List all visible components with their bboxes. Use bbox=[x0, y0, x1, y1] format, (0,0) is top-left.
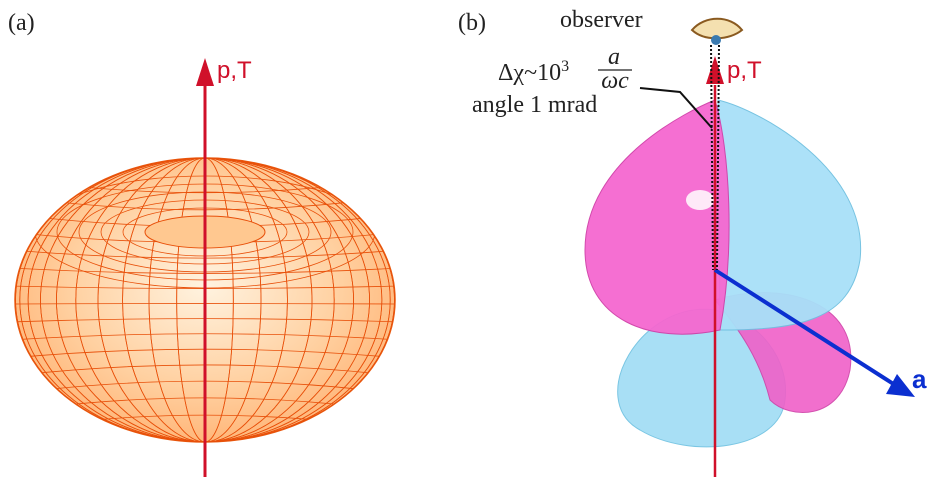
formula-exponent: 3 bbox=[561, 58, 569, 75]
vector-label: a bbox=[912, 364, 927, 394]
highlight bbox=[686, 190, 714, 210]
observer-label: observer bbox=[560, 7, 643, 33]
arrow-head bbox=[196, 58, 214, 86]
axis-label: p,T bbox=[217, 57, 252, 84]
panel-label: (b) bbox=[458, 10, 486, 36]
axis-label: p,T bbox=[727, 57, 762, 84]
arrow-head bbox=[886, 374, 915, 397]
pupil bbox=[711, 35, 721, 45]
figure: (a) p,T (b) p,T a observer Δχ~103 a ωc a… bbox=[0, 0, 928, 477]
arrow-head bbox=[706, 56, 724, 84]
formula: Δχ~103 bbox=[498, 58, 569, 86]
panel-label: (a) bbox=[8, 10, 35, 36]
formula-numerator: a bbox=[608, 44, 620, 70]
lobe-blue-upper bbox=[718, 100, 861, 330]
formula-denominator: ωc bbox=[601, 68, 629, 94]
lobe-pink-upper bbox=[585, 100, 729, 334]
formula-prefix: Δχ~10 bbox=[498, 60, 561, 86]
angle-label: angle 1 mrad bbox=[472, 92, 597, 118]
